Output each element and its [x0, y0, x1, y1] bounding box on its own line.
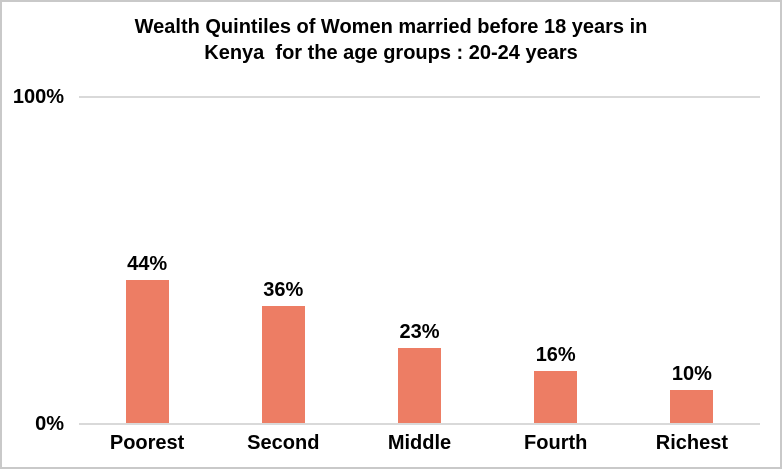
- category-axis: Poorest Second Middle Fourth Richest: [79, 431, 760, 455]
- chart-title: Wealth Quintiles of Women married before…: [2, 14, 780, 66]
- category-label-fourth: Fourth: [524, 432, 588, 454]
- y-axis-tick-100: 100%: [12, 86, 64, 108]
- category-label-richest: Richest: [655, 432, 729, 454]
- bar-second: [261, 306, 305, 423]
- bar-poorest: [125, 280, 169, 423]
- bar-group-middle: 23%: [351, 97, 487, 423]
- bar-value-label-fourth: 16%: [535, 344, 576, 366]
- bar-value-label-middle: 23%: [399, 321, 440, 343]
- bar-fourth: [534, 371, 578, 423]
- bar-richest: [670, 390, 714, 423]
- category-label-middle: Middle: [387, 432, 452, 454]
- x-axis-baseline: [79, 423, 760, 425]
- gridline-100-percent: [79, 96, 760, 98]
- chart-title-line-2: Kenya for the age groups : 20-24 years: [204, 42, 578, 64]
- bar-value-label-second: 36%: [263, 279, 304, 301]
- plot-area: 44% 36% 23% 16% 10%: [79, 97, 760, 423]
- category-label-second: Second: [247, 432, 320, 454]
- bar-value-label-richest: 10%: [671, 363, 712, 385]
- bar-middle: [398, 348, 441, 423]
- bar-value-label-poorest: 44%: [127, 253, 168, 275]
- y-axis-tick-0: 0%: [35, 413, 64, 435]
- bar-group-richest: 10%: [624, 97, 760, 423]
- bar-group-fourth: 16%: [488, 97, 624, 423]
- bar-group-second: 36%: [215, 97, 351, 423]
- chart-title-line-1: Wealth Quintiles of Women married before…: [134, 16, 648, 38]
- category-label-poorest: Poorest: [109, 432, 185, 454]
- bar-group-poorest: 44%: [79, 97, 215, 423]
